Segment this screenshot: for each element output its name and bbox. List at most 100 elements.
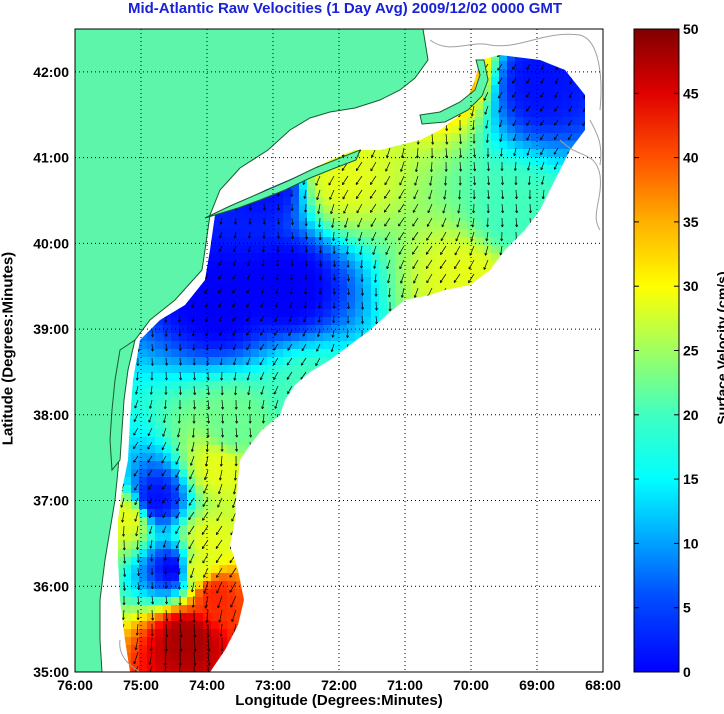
field-cell (339, 197, 348, 206)
field-cell (387, 237, 396, 246)
field-cell (459, 189, 468, 198)
field-cell (451, 253, 460, 262)
field-cell (251, 349, 260, 358)
field-cell (171, 661, 180, 670)
field-cell (163, 333, 172, 342)
field-cell (243, 397, 252, 406)
field-cell (331, 293, 340, 302)
field-cell (227, 445, 236, 454)
field-cell (531, 61, 540, 70)
field-cell (323, 261, 332, 270)
field-cell (195, 293, 204, 302)
field-cell (243, 365, 252, 374)
field-cell (363, 149, 372, 158)
field-cell (179, 533, 188, 542)
field-cell (171, 621, 180, 630)
field-cell (259, 221, 268, 230)
field-cell (507, 189, 516, 198)
field-cell (179, 493, 188, 502)
field-cell (379, 269, 388, 278)
field-cell (219, 293, 228, 302)
field-cell (491, 205, 500, 214)
field-cell (475, 101, 484, 110)
field-cell (219, 597, 228, 606)
field-cell (355, 309, 364, 318)
field-cell (187, 509, 196, 518)
field-cell (235, 445, 244, 454)
field-cell (507, 197, 516, 206)
field-cell (187, 653, 196, 662)
field-cell (187, 493, 196, 502)
field-cell (139, 501, 148, 510)
field-cell (211, 525, 220, 534)
field-cell (147, 637, 156, 646)
field-cell (131, 389, 140, 398)
field-cell (339, 317, 348, 326)
field-cell (227, 453, 236, 462)
field-cell (451, 173, 460, 182)
field-cell (259, 293, 268, 302)
field-cell (507, 237, 516, 246)
field-cell (187, 365, 196, 374)
field-cell (331, 237, 340, 246)
field-cell (195, 405, 204, 414)
field-cell (187, 477, 196, 486)
field-cell (379, 197, 388, 206)
field-cell (227, 565, 236, 574)
field-cell (531, 205, 540, 214)
field-cell (563, 101, 572, 110)
field-cell (147, 405, 156, 414)
field-cell (411, 141, 420, 150)
field-cell (227, 221, 236, 230)
field-cell (347, 165, 356, 174)
field-cell (187, 597, 196, 606)
field-cell (299, 277, 308, 286)
field-cell (531, 125, 540, 134)
field-cell (291, 237, 300, 246)
field-cell (379, 165, 388, 174)
field-cell (123, 613, 132, 622)
field-cell (123, 557, 132, 566)
field-cell (235, 229, 244, 238)
field-cell (179, 509, 188, 518)
field-cell (139, 333, 148, 342)
field-cell (411, 189, 420, 198)
field-cell (147, 421, 156, 430)
field-cell (123, 477, 132, 486)
field-cell (531, 165, 540, 174)
field-cell (163, 357, 172, 366)
field-cell (307, 181, 316, 190)
field-cell (331, 341, 340, 350)
field-cell (195, 485, 204, 494)
field-cell (291, 245, 300, 254)
field-cell (347, 173, 356, 182)
field-cell (147, 349, 156, 358)
field-cell (259, 213, 268, 222)
field-cell (483, 55, 492, 62)
field-cell (355, 301, 364, 310)
field-cell (323, 237, 332, 246)
field-cell (131, 549, 140, 558)
field-cell (379, 253, 388, 262)
field-cell (259, 357, 268, 366)
field-cell (235, 301, 244, 310)
field-cell (235, 253, 244, 262)
field-cell (363, 197, 372, 206)
field-cell (187, 637, 196, 646)
field-cell (171, 597, 180, 606)
field-cell (491, 229, 500, 238)
field-cell (171, 341, 180, 350)
field-cell (131, 477, 140, 486)
field-cell (363, 269, 372, 278)
field-cell (179, 357, 188, 366)
field-cell (563, 85, 572, 94)
field-cell (363, 165, 372, 174)
field-cell (219, 405, 228, 414)
field-cell (147, 533, 156, 542)
field-cell (118, 533, 124, 542)
field-cell (323, 333, 332, 342)
field-cell (491, 117, 500, 126)
field-cell (187, 309, 196, 318)
field-cell (227, 245, 236, 254)
field-cell (267, 205, 276, 214)
